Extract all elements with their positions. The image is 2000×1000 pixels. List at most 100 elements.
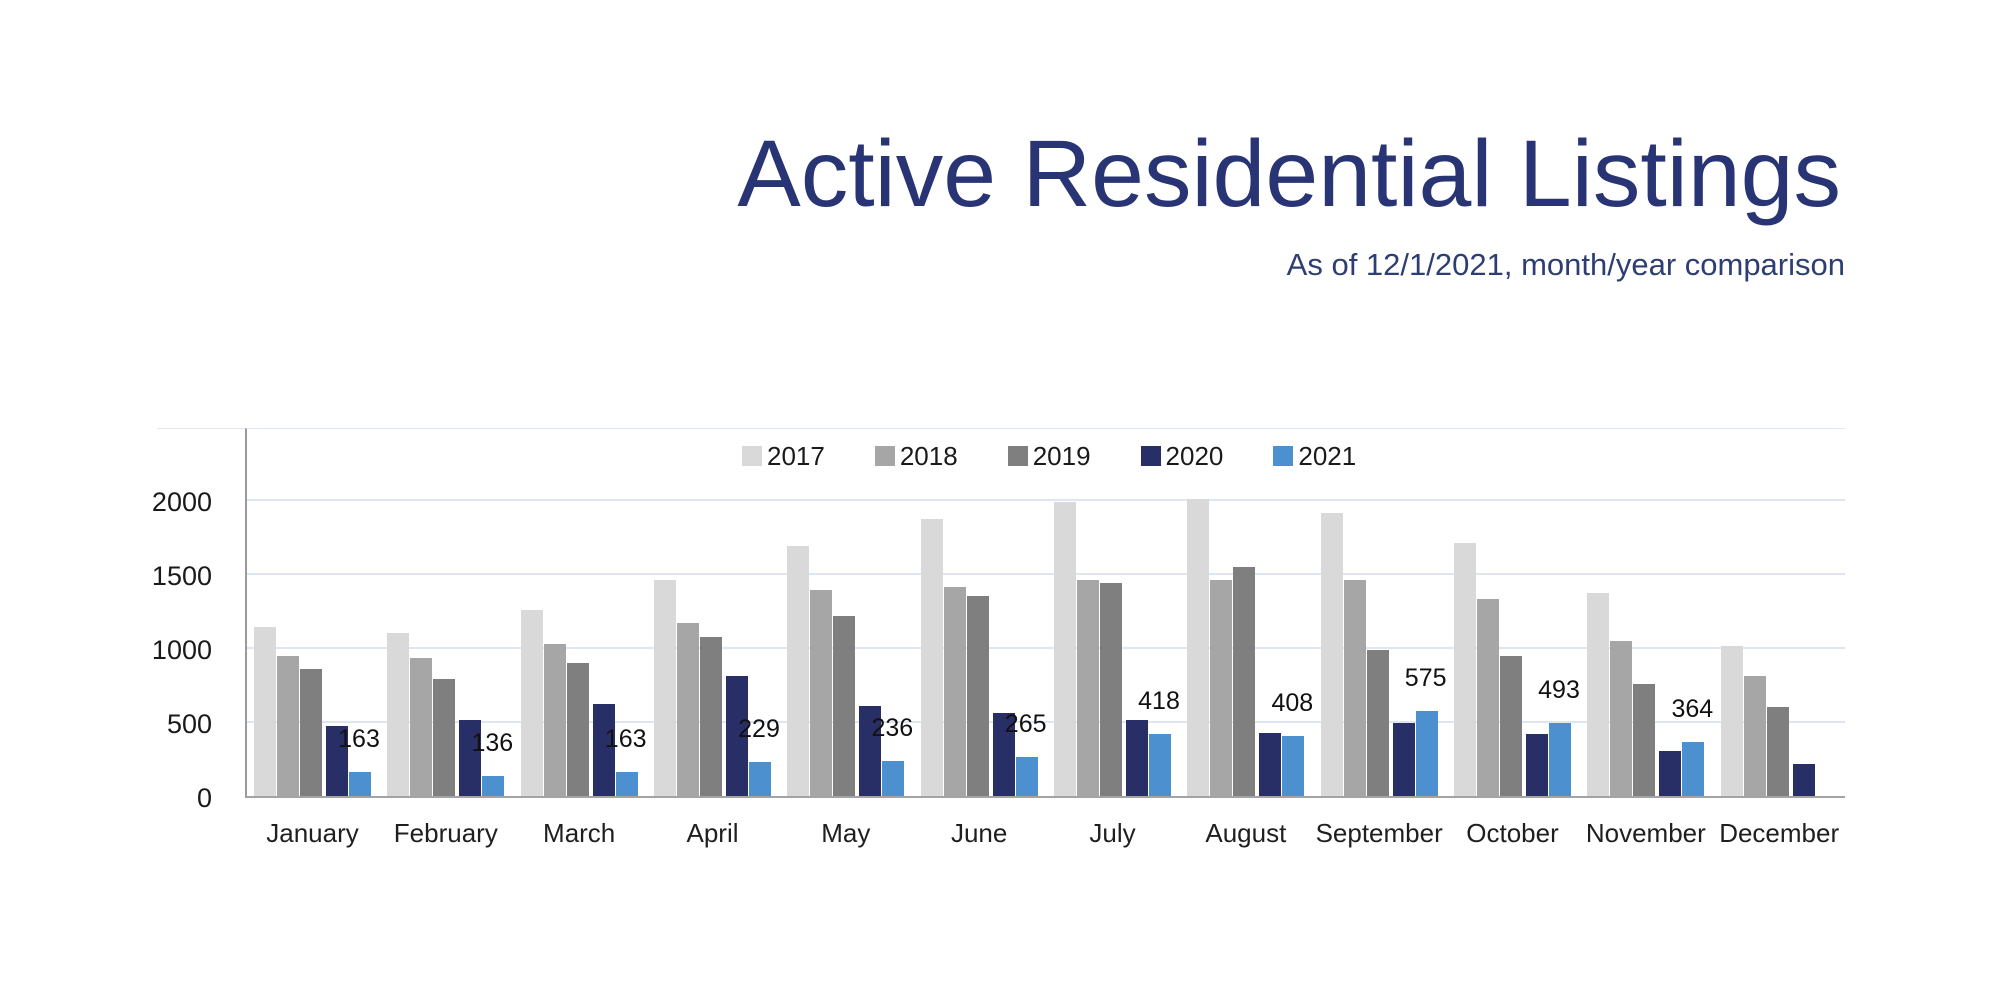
month-label-may: May: [821, 818, 871, 848]
bar-value-label-july: 418: [1138, 687, 1180, 716]
month-label-october: October: [1466, 818, 1559, 848]
bar-2017-december: [1720, 645, 1743, 796]
bar-2021-january: [349, 771, 371, 796]
gridline-1500: [247, 573, 1845, 575]
bar-2020-december: [1792, 764, 1815, 796]
month-label-april: April: [686, 818, 739, 848]
bar-2017-march: [520, 610, 543, 796]
bar-value-label-january: 163: [338, 724, 380, 753]
bar-2017-november: [1587, 593, 1610, 796]
month-label-august: August: [1205, 818, 1287, 848]
bar-2019-august: [1233, 566, 1256, 796]
bar-2019-september: [1366, 650, 1389, 796]
bar-2020-september: [1392, 723, 1415, 796]
bar-2017-september: [1320, 512, 1343, 796]
bar-value-label-february: 136: [471, 728, 514, 757]
bar-group-february: 136: [387, 429, 513, 796]
y-tick-label-0: 0: [196, 783, 212, 813]
bar-2020-february: [459, 719, 482, 796]
bar-2020-october: [1526, 733, 1548, 796]
legend-item-2018: 2018: [874, 441, 958, 471]
bar-2017-april: [654, 579, 676, 796]
bar-group-may: 236: [787, 429, 913, 796]
legend-item-2017: 2017: [742, 443, 825, 469]
y-tick-label-2000: 2000: [151, 487, 212, 517]
plot-top-edge: [157, 428, 245, 429]
bar-2021-september: [1415, 710, 1438, 796]
bar-value-label-may: 236: [871, 714, 914, 743]
bar-2018-december: [1743, 676, 1766, 796]
month-label-september: September: [1315, 818, 1443, 848]
bar-2019-january: [300, 669, 322, 796]
bar-2021-april: [749, 762, 771, 796]
bar-2018-january: [277, 656, 299, 796]
gridline-2000: [247, 499, 1845, 501]
legend-item-2019: 2019: [1007, 441, 1091, 471]
legend-label-2019: 2019: [1032, 441, 1091, 471]
bar-2021-february: [482, 775, 505, 796]
legend-label-2017: 2017: [767, 441, 825, 471]
legend-swatch-2021: [1273, 446, 1294, 466]
bar-2020-july: [1126, 719, 1148, 796]
bar-2021-july: [1149, 734, 1171, 796]
y-axis-tick-labels: 0 500 1000 1500 2000: [110, 428, 228, 812]
month-label-july: July: [1089, 818, 1136, 848]
bar-2018-august: [1210, 579, 1233, 796]
bar-group-april: 229: [654, 429, 780, 796]
bar-2019-december: [1766, 707, 1789, 796]
bar-2020-june: [992, 713, 1015, 796]
bar-group-november: 364: [1587, 429, 1713, 796]
month-label-january: January: [266, 818, 359, 848]
bar-value-label-june: 265: [1004, 709, 1047, 738]
legend-label-2018: 2018: [899, 441, 958, 471]
y-tick-label-1500: 1500: [151, 561, 212, 591]
bar-2018-november: [1610, 640, 1633, 796]
bar-2019-october: [1500, 656, 1522, 796]
bar-2018-july: [1077, 579, 1099, 796]
bar-2021-march: [615, 771, 638, 796]
bar-2018-march: [543, 643, 566, 796]
bar-group-june: 265: [920, 429, 1047, 796]
bar-2018-february: [410, 658, 433, 796]
y-tick-label-500: 500: [166, 709, 212, 739]
bar-2019-april: [700, 636, 722, 796]
bar-2020-april: [726, 676, 748, 796]
page-subtitle: As of 12/1/2021, month/year comparison: [1286, 247, 1845, 282]
legend-swatch-2019: [1007, 446, 1028, 466]
bar-2020-march: [592, 703, 615, 796]
bar-group-december: [1720, 429, 1838, 796]
bar-2019-june: [966, 596, 989, 796]
bar-2021-november: [1682, 742, 1705, 796]
plot-area: 163 January 136 February 163 March 229 April 236…: [245, 428, 1845, 848]
gridline-500: [247, 721, 1845, 723]
bar-2017-october: [1454, 542, 1476, 796]
legend-swatch-2018: [874, 446, 895, 466]
legend-label-2021: 2021: [1298, 441, 1357, 471]
month-label-june: June: [950, 818, 1008, 848]
bar-group-october: 493: [1454, 429, 1580, 796]
bar-2019-november: [1633, 684, 1656, 796]
bar-2020-november: [1659, 750, 1682, 796]
month-label-november: November: [1585, 818, 1706, 848]
bar-2017-june: [920, 519, 943, 796]
bar-value-label-september: 575: [1404, 663, 1447, 692]
bar-2019-march: [566, 662, 589, 796]
y-tick-label-1000: 1000: [151, 635, 212, 665]
bar-2019-may: [833, 616, 856, 796]
bar-2017-may: [787, 545, 810, 796]
bar-2020-january: [326, 726, 348, 796]
bar-2020-august: [1259, 733, 1282, 796]
month-label-february: February: [393, 818, 498, 848]
bar-group-july: 418: [1054, 429, 1180, 796]
bar-value-label-march: 163: [604, 724, 647, 753]
bar-2018-april: [677, 622, 699, 796]
bar-group-august: 408: [1187, 429, 1313, 796]
month-label-december: December: [1719, 818, 1840, 848]
bar-group-january: 163: [254, 429, 380, 796]
bar-value-label-august: 408: [1271, 688, 1314, 717]
bar-value-label-april: 229: [738, 715, 780, 744]
bar-2017-july: [1054, 502, 1076, 796]
legend-item-2020: 2020: [1140, 443, 1223, 469]
bar-2021-october: [1549, 723, 1571, 796]
bar-group-march: 163: [520, 429, 647, 796]
